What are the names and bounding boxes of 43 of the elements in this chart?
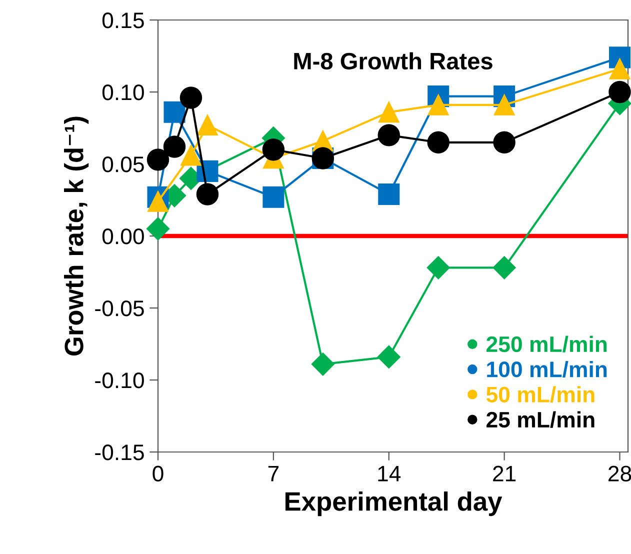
point bbox=[427, 131, 450, 154]
legend-label: 50 mL/min bbox=[486, 386, 594, 403]
y-tick-label: 0.15 bbox=[102, 12, 144, 28]
point bbox=[180, 144, 202, 166]
y-tick-label: 0.10 bbox=[102, 84, 144, 100]
y-tick-label: 0.05 bbox=[102, 156, 144, 172]
text: M-8 Growth Rates bbox=[294, 52, 492, 70]
point bbox=[196, 183, 219, 206]
point bbox=[146, 148, 170, 171]
y-axis-title: Growth rate, k (d⁻¹) bbox=[64, 116, 89, 356]
y-tick-label: 0.00 bbox=[102, 228, 144, 244]
point bbox=[180, 86, 202, 109]
point bbox=[378, 102, 400, 123]
x-tick-label: 0 bbox=[152, 466, 164, 482]
y-tick-label: -0.15 bbox=[95, 444, 144, 460]
point bbox=[428, 94, 449, 116]
x-axis-title: Experimental day bbox=[286, 491, 502, 516]
point bbox=[377, 345, 400, 368]
legend-label: 25 mL/min bbox=[486, 411, 594, 428]
point bbox=[262, 138, 285, 161]
x-tick-label: 14 bbox=[378, 466, 401, 482]
legend-label: 100 mL/min bbox=[487, 360, 607, 378]
point bbox=[311, 352, 334, 376]
point bbox=[146, 217, 170, 240]
point bbox=[494, 94, 515, 116]
y-tick-label: -0.10 bbox=[95, 372, 144, 388]
point bbox=[262, 186, 284, 208]
x-tick-label: 7 bbox=[268, 466, 279, 482]
point bbox=[609, 58, 630, 80]
point bbox=[492, 256, 516, 280]
point bbox=[148, 191, 168, 212]
point bbox=[163, 136, 186, 158]
point bbox=[493, 131, 516, 154]
y-tick-label: -0.05 bbox=[95, 300, 144, 316]
point bbox=[378, 124, 400, 146]
point bbox=[426, 256, 450, 280]
point bbox=[378, 183, 400, 206]
legend-label: 250 mL/min bbox=[486, 336, 607, 352]
x-tick-label: 21 bbox=[493, 466, 516, 482]
point bbox=[608, 80, 631, 104]
point bbox=[164, 101, 186, 123]
point bbox=[197, 114, 218, 136]
x-tick-label: 28 bbox=[608, 466, 631, 482]
